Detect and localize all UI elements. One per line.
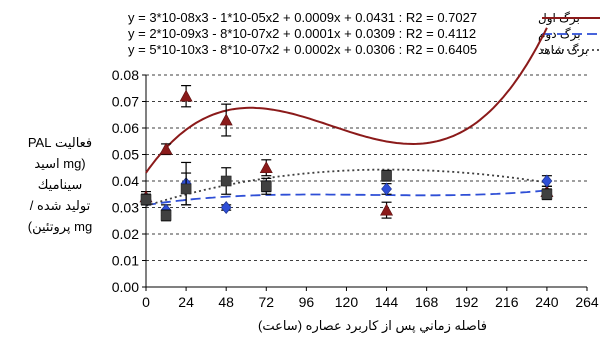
data-point-square	[260, 181, 272, 192]
x-tick-label: 72	[258, 294, 274, 310]
data-point-triangle	[179, 89, 193, 102]
x-tick-label: 192	[455, 294, 479, 310]
y-axis-title-line: mg پروتئین)	[28, 219, 92, 235]
data-point-triangle	[259, 161, 273, 174]
gridlines	[146, 74, 587, 261]
y-tick-label: 0.04	[112, 173, 139, 189]
x-tick-label: 120	[335, 294, 359, 310]
trendline-equation: y = 3*10-08x3 - 1*10-05x2 + 0.0009x + 0.…	[128, 10, 477, 25]
x-tick-label: 216	[495, 294, 519, 310]
x-tick-label: 168	[415, 294, 439, 310]
x-tick-label: 144	[375, 294, 399, 310]
data-point-square	[180, 183, 192, 195]
data-point-square	[140, 194, 152, 205]
trend-line-3	[145, 168, 548, 207]
data-point-triangle	[159, 142, 173, 155]
trend-lines	[145, 27, 548, 207]
data-point-square	[381, 170, 392, 181]
y-tick-label: 0.06	[112, 120, 139, 136]
x-tick-label: 96	[299, 294, 315, 310]
trendline-equation: y = 2*10-09x3 - 8*10-07x2 + 0.0001x + 0.…	[128, 26, 476, 41]
data-point-diamond	[541, 174, 553, 188]
data-point-diamond	[381, 182, 392, 196]
y-axis-title-line: تولید شده /	[30, 198, 91, 214]
y-tick-label: 0.02	[112, 226, 139, 242]
equation-labels: y = 3*10-08x3 - 1*10-05x2 + 0.0009x + 0.…	[128, 10, 477, 57]
data-points	[139, 84, 554, 222]
data-point-triangle	[219, 113, 233, 126]
x-tick-label: 0	[142, 294, 150, 310]
y-tick-label: 0.05	[112, 147, 139, 163]
axes	[142, 74, 588, 291]
trend-line-1	[145, 27, 548, 174]
axis-labels: 0.00 0.01 0.02 0.03 0.04 0.05 0.06 0.07 0.08 0 24 4…	[28, 67, 599, 334]
y-tick-label: 0.00	[112, 279, 139, 295]
data-point-triangle	[380, 203, 394, 216]
data-point-square	[541, 188, 553, 200]
y-axis-title-line: (mg اسید	[34, 156, 85, 171]
x-tick-label: 24	[178, 294, 194, 310]
trendline-equation: y = 5*10-10x3 - 8*10-07x2 + 0.0002x + 0.…	[128, 42, 477, 57]
x-axis-title: فاصله زماني پس از كاربرد عصاره (ساعت)	[258, 318, 487, 334]
data-point-square	[220, 175, 232, 187]
x-tick-label: 48	[218, 294, 234, 310]
y-tick-label: 0.08	[112, 67, 139, 83]
x-tick-label: 264	[575, 294, 599, 310]
y-axis-title-line: فعالیت PAL	[28, 135, 92, 150]
data-point-diamond	[220, 201, 232, 214]
y-tick-label: 0.03	[112, 200, 139, 216]
trend-line-2	[145, 189, 547, 206]
data-point-square	[160, 210, 172, 221]
x-tick-label: 240	[535, 294, 559, 310]
y-tick-label: 0.07	[112, 94, 139, 110]
y-axis-title-line: سینامیك	[38, 177, 83, 192]
y-tick-label: 0.01	[112, 253, 139, 269]
